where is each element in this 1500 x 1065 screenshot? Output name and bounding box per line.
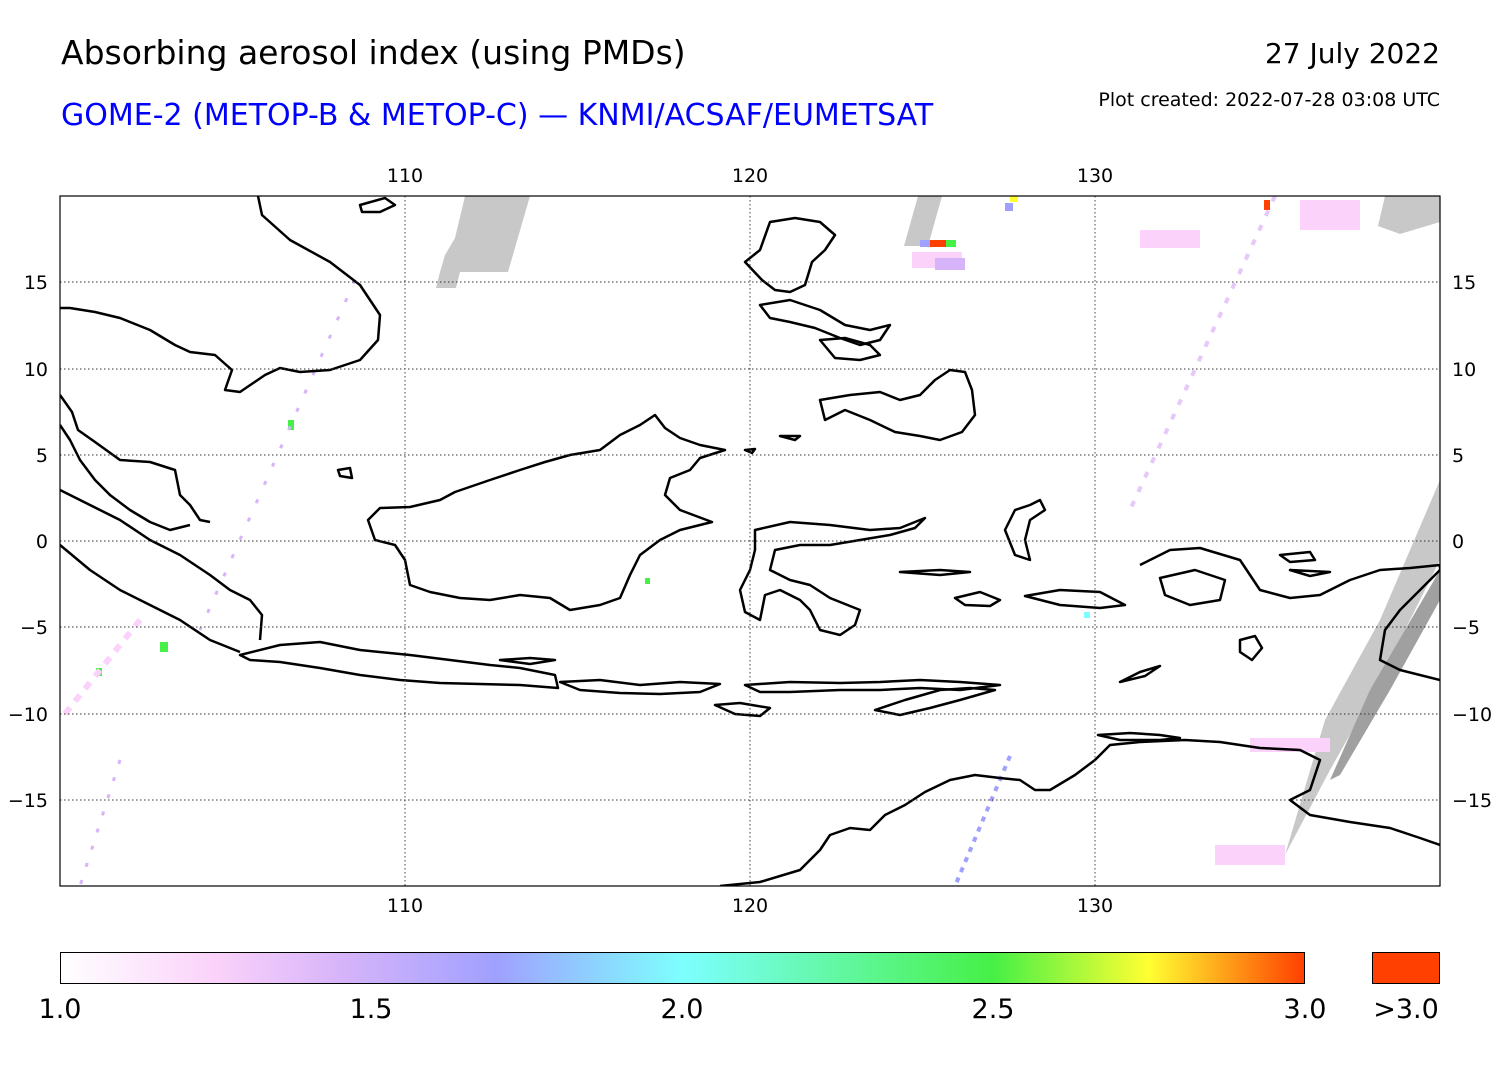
colorbar <box>60 952 1305 984</box>
lat-tick-right-0: 0 <box>1452 531 1464 553</box>
lat-tick-right-minus10: −10 <box>1452 704 1492 726</box>
aerosol-pixels <box>60 196 1360 886</box>
lat-tick-right-15: 15 <box>1452 272 1476 294</box>
lat-tick-left-0: 0 <box>36 531 48 553</box>
lat-tick-right-5: 5 <box>1452 445 1464 467</box>
colorbar-label-1-5: 1.5 <box>349 994 393 1025</box>
lat-tick-right-10: 10 <box>1452 359 1476 381</box>
aerosol-index-map: 110 120 130 110 120 130 15 10 5 0 −5 −10… <box>8 165 1492 917</box>
no-data-darker-band <box>1330 570 1440 780</box>
lat-tick-left-10: 10 <box>24 359 48 381</box>
coastlines <box>60 196 1440 886</box>
lat-tick-right-minus5: −5 <box>1452 617 1480 639</box>
lon-tick-top-130: 130 <box>1077 165 1113 187</box>
lat-tick-left-minus5: −5 <box>20 617 48 639</box>
plot-created-timestamp: Plot created: 2022-07-28 03:08 UTC <box>1098 89 1440 111</box>
no-data-regions <box>436 196 1440 855</box>
lat-tick-right-minus15: −15 <box>1452 790 1492 812</box>
lon-tick-bottom-110: 110 <box>387 895 423 917</box>
lon-tick-bottom-120: 120 <box>732 895 768 917</box>
colorbar-label-3-0: 3.0 <box>1283 994 1327 1025</box>
lat-tick-left-minus15: −15 <box>8 790 48 812</box>
colorbar-label-2-0: 2.0 <box>660 994 704 1025</box>
colorbar-label-2-5: 2.5 <box>971 994 1015 1025</box>
map-frame <box>59 195 1441 887</box>
map-graticule <box>60 196 1440 886</box>
map-date: 27 July 2022 <box>1264 37 1440 70</box>
map-title: Absorbing aerosol index (using PMDs) <box>61 33 686 72</box>
lat-tick-left-5: 5 <box>36 445 48 467</box>
colorbar-overflow-label: >3.0 <box>1373 994 1439 1025</box>
lon-tick-top-120: 120 <box>732 165 768 187</box>
lat-tick-left-minus10: −10 <box>8 704 48 726</box>
lon-tick-bottom-130: 130 <box>1077 895 1113 917</box>
lon-tick-top-110: 110 <box>387 165 423 187</box>
map-subtitle: GOME-2 (METOP-B & METOP-C) — KNMI/ACSAF/… <box>61 98 934 133</box>
lat-tick-left-15: 15 <box>24 272 48 294</box>
colorbar-label-1-0: 1.0 <box>38 994 82 1025</box>
colorbar-overflow-swatch <box>1372 952 1440 984</box>
